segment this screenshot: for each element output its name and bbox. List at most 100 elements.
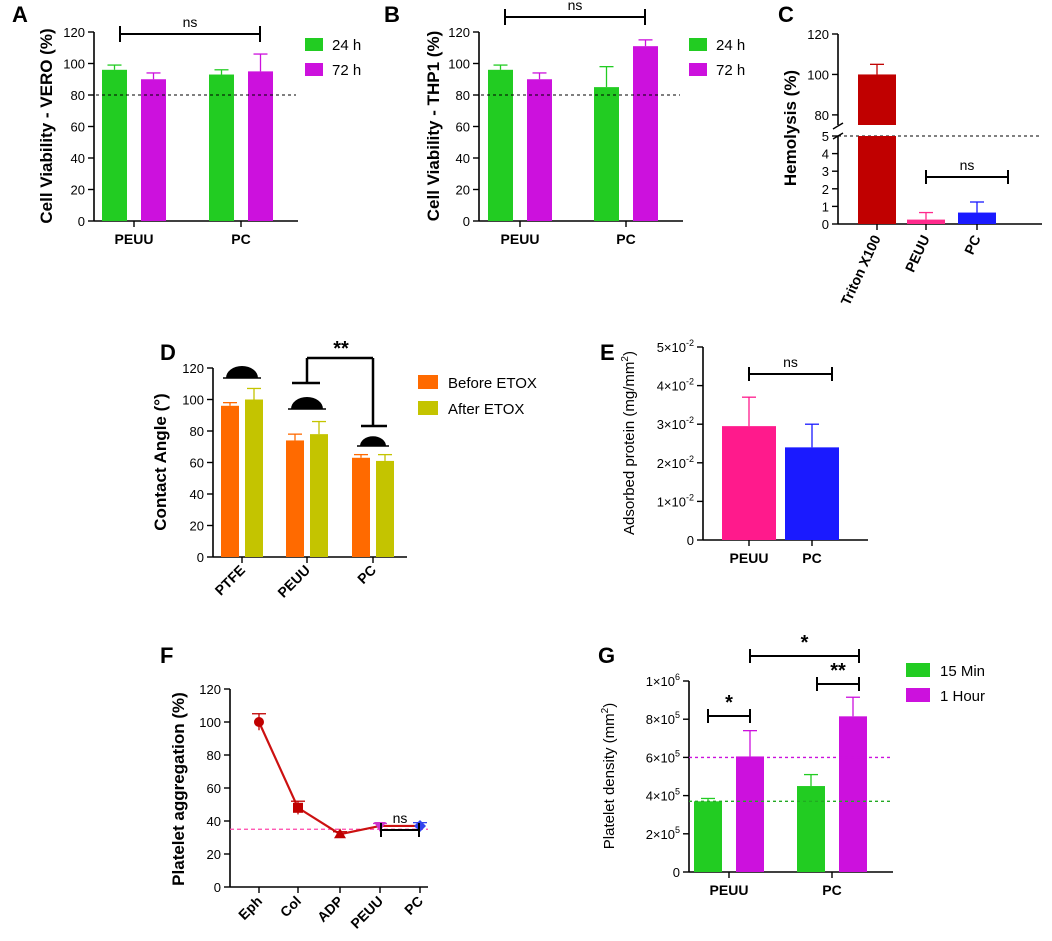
- x-tick-label: PC: [616, 231, 635, 247]
- panel-g: G 0 2×105 4×105 6×105 8×105 1×106 PEUU PC Platele…: [598, 632, 985, 898]
- y-tick-label: 40: [190, 487, 204, 502]
- bar-PC-24 h: [209, 74, 234, 222]
- bar-PC: [958, 212, 996, 224]
- legend-swatch: [418, 375, 438, 389]
- y-tick-label: 60: [456, 120, 470, 135]
- y-tick-label: 120: [448, 25, 470, 40]
- significance-peuu-label: *: [725, 692, 733, 714]
- panel-label: G: [598, 643, 615, 668]
- droplet-icon: [291, 397, 323, 409]
- panel-a: A 0 20 40 60 80 100 120 PEUU PC Cell Viability - V…: [12, 2, 361, 247]
- bar-PC-After ETOX: [376, 460, 394, 557]
- y-tick-label: 0: [197, 550, 204, 565]
- y-tick-label: 100: [182, 393, 204, 408]
- y-tick-label: 20: [456, 183, 470, 198]
- y-axis-title: Contact Angle (°): [151, 393, 170, 530]
- y-tick-label: 0: [687, 533, 694, 548]
- legend-swatch: [418, 401, 438, 415]
- y-tick-label: 2×10-2: [657, 454, 694, 471]
- x-tick-label: PC: [354, 562, 379, 587]
- legend-swatch: [305, 38, 323, 51]
- y-tick-label: 80: [190, 424, 204, 439]
- y-tick-label: 80: [71, 88, 85, 103]
- y-tick-label: 40: [71, 151, 85, 166]
- panel-label: D: [160, 340, 176, 365]
- y-axis-title: Platelet aggregation (%): [169, 692, 188, 886]
- bar-PEUU-24 h: [102, 69, 127, 221]
- y-tick-label: 100: [63, 57, 85, 72]
- y-tick-label: 0: [214, 880, 221, 895]
- point-Eph: [254, 717, 264, 727]
- bar-PC-24 h: [594, 87, 619, 221]
- x-tick-label: PEUU: [710, 882, 749, 898]
- y-tick-label: 60: [207, 781, 221, 796]
- panel-b: B 0 20 40 60 80 100 120 PEUU PC Cell Viability - T…: [384, 0, 745, 247]
- y-tick-label: 40: [456, 151, 470, 166]
- bar-PC-15 Min: [797, 786, 825, 872]
- x-tick-label: PC: [401, 893, 426, 918]
- bar-Triton X100-lower: [858, 136, 896, 224]
- droplet-icon: [226, 366, 258, 378]
- bar-PC-72 h: [633, 46, 658, 221]
- y-tick-label: 80: [207, 748, 221, 763]
- bar-PC-72 h: [248, 71, 273, 221]
- panel-label: E: [600, 340, 615, 365]
- y-tick-label: 5: [822, 129, 829, 144]
- bar-PEUU-72 h: [141, 79, 166, 221]
- y-tick-label: 1: [822, 199, 829, 214]
- y-axis-title: Hemolysis (%): [781, 70, 800, 186]
- x-tick-label: PC: [822, 882, 841, 898]
- bar-PC-Before ETOX: [352, 457, 370, 557]
- legend-label: 72 h: [716, 62, 745, 79]
- legend-swatch: [906, 688, 930, 702]
- x-tick-label: ADP: [314, 893, 346, 925]
- y-tick-label: 3×10-2: [657, 415, 694, 432]
- y-tick-label: 60: [71, 120, 85, 135]
- x-tick-label: PEUU: [347, 893, 386, 932]
- legend-swatch: [906, 663, 930, 677]
- x-tick-label: PC: [802, 550, 821, 566]
- point-Col: [293, 802, 303, 813]
- legend-label: 24 h: [332, 37, 361, 54]
- y-tick-label: 80: [456, 88, 470, 103]
- y-tick-label: 2: [822, 182, 829, 197]
- bar-PEUU-After ETOX: [310, 434, 328, 557]
- bar-PEUU-Before ETOX: [286, 440, 304, 557]
- y-tick-label: 3: [822, 164, 829, 179]
- y-tick-label: 20: [71, 183, 85, 198]
- bar-PEUU-72 h: [527, 79, 552, 221]
- significance-ns-label: ns: [393, 810, 408, 826]
- y-tick-label: 8×105: [646, 710, 680, 727]
- significance-ns-label: ns: [960, 157, 975, 173]
- panel-e: E 0 1×10-2 2×10-2 3×10-2 4×10-2 5×10-2 PEUU PC Ad…: [600, 338, 868, 566]
- y-axis-title: Adsorbed protein (mg/mm2): [620, 351, 638, 535]
- legend-label: 1 Hour: [940, 688, 985, 705]
- panel-label: A: [12, 2, 28, 27]
- legend-label: Before ETOX: [448, 375, 537, 392]
- bar-PEUU: [907, 219, 945, 224]
- y-tick-label: 120: [807, 27, 829, 42]
- panel-label: F: [160, 643, 173, 668]
- x-tick-label: PTFE: [212, 562, 249, 599]
- y-tick-label: 20: [207, 847, 221, 862]
- droplet-icon: [360, 436, 386, 446]
- y-tick-label: 0: [822, 217, 829, 232]
- y-axis-title: Platelet density (mm2): [600, 703, 618, 849]
- y-tick-label: 0: [673, 865, 680, 880]
- bar-Triton X100-upper: [858, 74, 896, 125]
- significance-label: **: [333, 338, 349, 360]
- significance-1hour-label: *: [801, 632, 809, 654]
- bar-PTFE-Before ETOX: [221, 405, 239, 557]
- y-tick-label: 100: [807, 67, 829, 82]
- y-tick-label: 4×105: [646, 787, 680, 804]
- bar-PTFE-After ETOX: [245, 399, 263, 557]
- x-tick-label: PC: [231, 231, 250, 247]
- y-tick-label: 6×105: [646, 748, 680, 765]
- y-tick-label: 80: [815, 108, 829, 123]
- y-tick-label: 0: [463, 214, 470, 229]
- x-tick-label: PEUU: [902, 233, 933, 275]
- significance-ns-label: ns: [783, 354, 798, 370]
- legend-swatch: [305, 63, 323, 76]
- significance-ns-label: ns: [183, 14, 198, 30]
